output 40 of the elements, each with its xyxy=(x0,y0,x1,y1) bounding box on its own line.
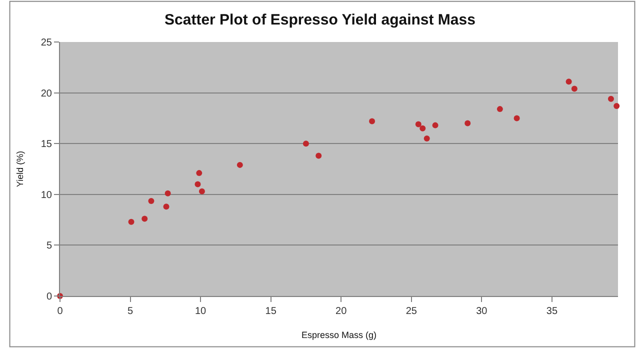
point xyxy=(496,106,503,112)
point xyxy=(194,181,201,188)
y-axis-title: Yield (%) xyxy=(15,150,26,188)
x-tick-label: 5 xyxy=(128,306,134,317)
point xyxy=(432,122,438,128)
point xyxy=(128,218,134,225)
x-tick-label: 0 xyxy=(57,306,64,317)
y-tick-label: 15 xyxy=(40,139,52,150)
point xyxy=(369,118,376,124)
x-tick-label: 35 xyxy=(546,306,558,317)
point xyxy=(566,78,572,85)
point xyxy=(614,103,620,110)
y-tick-label: 5 xyxy=(46,240,52,252)
point xyxy=(163,204,170,210)
x-tick-label: 20 xyxy=(336,306,348,317)
y-tick-label: 25 xyxy=(40,38,52,48)
x-tick-label: 10 xyxy=(194,306,207,317)
x-tick-label: 15 xyxy=(265,306,277,317)
point xyxy=(420,125,426,132)
point xyxy=(415,121,422,128)
point xyxy=(571,86,578,92)
point xyxy=(142,216,148,222)
point xyxy=(514,115,520,122)
point xyxy=(198,188,205,194)
y-tick-label: 0 xyxy=(46,292,52,302)
point xyxy=(164,190,171,196)
x-tick-label: 25 xyxy=(406,306,418,317)
point xyxy=(148,198,154,204)
y-tick-label: 20 xyxy=(40,88,52,100)
y-tick-label: 10 xyxy=(40,190,52,201)
point xyxy=(424,136,430,142)
x-tick-label: 30 xyxy=(476,306,488,317)
x-axis-title: Espresso Mass (g) xyxy=(301,330,377,340)
point xyxy=(302,140,309,147)
chart-title: Scatter Plot of Espresso Yield against Mass xyxy=(164,12,476,28)
point xyxy=(608,96,614,102)
point xyxy=(236,162,243,168)
point xyxy=(316,152,322,159)
point xyxy=(196,170,202,176)
point xyxy=(464,120,471,126)
